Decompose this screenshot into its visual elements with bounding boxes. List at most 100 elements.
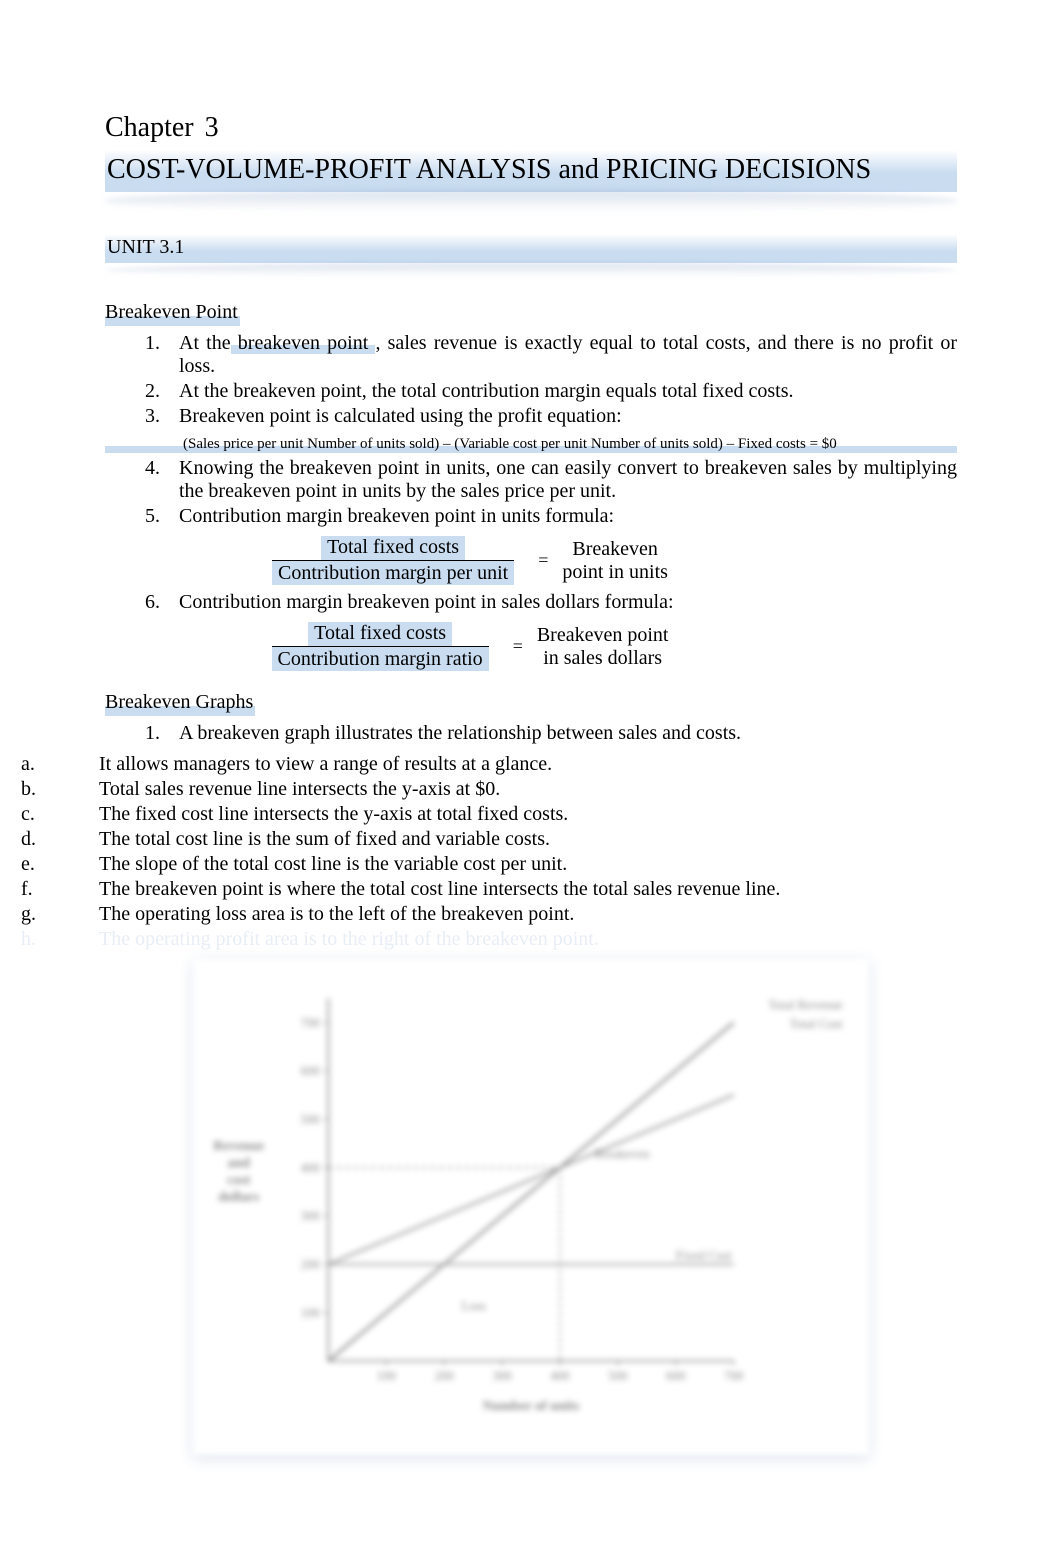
chart-svg: 1002003004005006007001002003004005006007… <box>211 977 851 1425</box>
list-item: 1. At the breakeven point , sales revenu… <box>105 332 957 378</box>
item-text: A breakeven graph illustrates the relati… <box>179 722 957 745</box>
chapter-line: Chapter 3 <box>105 112 957 144</box>
svg-text:and: and <box>228 1155 251 1170</box>
list-item-faded: h.The operating profit area is to the ri… <box>21 928 957 951</box>
svg-text:Number of units: Number of units <box>483 1398 580 1413</box>
graphs-list: 1. A breakeven graph illustrates the rel… <box>105 722 957 745</box>
section-title-graphs: Breakeven Graphs <box>105 691 255 716</box>
svg-text:Loss: Loss <box>462 1299 486 1313</box>
item-text: The fixed cost line intersects the y-axi… <box>99 803 957 826</box>
svg-text:200: 200 <box>301 1258 320 1272</box>
list-item: 6. Contribution margin breakeven point i… <box>105 591 957 614</box>
fraction-top: Total fixed costs <box>321 536 465 560</box>
list-item: 2. At the breakeven point, the total con… <box>105 380 957 403</box>
item-text: It allows managers to view a range of re… <box>99 753 957 776</box>
unit-heading: UNIT 3.1 <box>105 234 957 263</box>
fraction-bottom: Contribution margin per unit <box>272 560 514 585</box>
item-text: The slope of the total cost line is the … <box>99 853 957 876</box>
list-item: 5. Contribution margin breakeven point i… <box>105 505 957 528</box>
svg-text:Total Cost: Total Cost <box>790 1017 843 1031</box>
profit-equation: (Sales price per unit Number of units so… <box>105 436 957 453</box>
equals-sign: = <box>538 550 548 571</box>
item-letter: c. <box>21 803 99 826</box>
svg-text:400: 400 <box>301 1161 320 1175</box>
bep-list: 1. At the breakeven point , sales revenu… <box>105 332 957 428</box>
svg-text:300: 300 <box>301 1209 320 1223</box>
list-item: 1. A breakeven graph illustrates the rel… <box>105 722 957 745</box>
item-text: Total sales revenue line intersects the … <box>99 778 957 801</box>
item-text: The total cost line is the sum of fixed … <box>99 828 957 851</box>
item-text: The breakeven point is where the total c… <box>99 878 957 901</box>
result-line1: Breakeven <box>572 538 658 561</box>
list-item: 4. Knowing the breakeven point in units,… <box>105 457 957 503</box>
eqn-p1: (Sales price per unit <box>183 436 303 452</box>
item-number: 3. <box>105 405 179 428</box>
item-letter: g. <box>21 903 99 926</box>
term-breakeven: breakeven point <box>231 332 376 354</box>
eqn-p2: Number of units sold) – (Variable cost p… <box>307 436 587 452</box>
svg-text:dollars: dollars <box>218 1189 259 1204</box>
item-letter: f. <box>21 878 99 901</box>
bep-list-cont: 4. Knowing the breakeven point in units,… <box>105 457 957 528</box>
svg-text:500: 500 <box>301 1112 320 1126</box>
item-text: The operating loss area is to the left o… <box>99 903 957 926</box>
breakeven-graph: 1002003004005006007001002003004005006007… <box>193 959 869 1455</box>
item-text: At the breakeven point , sales revenue i… <box>179 332 957 378</box>
unit-shadow <box>105 263 957 277</box>
svg-text:300: 300 <box>492 1369 511 1383</box>
chapter-label: Chapter <box>105 112 194 143</box>
item-text: Breakeven point is calculated using the … <box>179 405 957 428</box>
item-text: Contribution margin breakeven point in u… <box>179 505 957 528</box>
svg-text:400: 400 <box>550 1369 569 1383</box>
item-text: Knowing the breakeven point in units, on… <box>179 457 957 503</box>
svg-text:100: 100 <box>377 1369 396 1383</box>
result: Breakeven point in sales dollars <box>537 624 669 670</box>
svg-text:600: 600 <box>666 1369 685 1383</box>
list-item: g.The operating loss area is to the left… <box>21 903 957 926</box>
section-title-bep: Breakeven Point <box>105 301 240 326</box>
fraction-bottom: Contribution margin ratio <box>272 646 489 671</box>
item-number: 1. <box>105 722 179 745</box>
bep-list-cont2: 6. Contribution margin breakeven point i… <box>105 591 957 614</box>
equals-sign: = <box>513 636 523 657</box>
item-text: Contribution margin breakeven point in s… <box>179 591 957 614</box>
list-item: f.The breakeven point is where the total… <box>21 878 957 901</box>
item-number: 5. <box>105 505 179 528</box>
item-number: 1. <box>105 332 179 378</box>
svg-text:Revenue: Revenue <box>213 1138 264 1153</box>
list-item: d.The total cost line is the sum of fixe… <box>21 828 957 851</box>
list-item: 3. Breakeven point is calculated using t… <box>105 405 957 428</box>
item-letter: h. <box>21 928 99 951</box>
formula-dollars: Total fixed costs Contribution margin ra… <box>145 622 785 671</box>
item-number: 2. <box>105 380 179 403</box>
item-letter: e. <box>21 853 99 876</box>
chapter-title: COST-VOLUME-PROFIT ANALYSIS and PRICING … <box>105 150 957 192</box>
svg-text:Total Revenue: Total Revenue <box>768 998 842 1012</box>
svg-text:Fixed Cost: Fixed Cost <box>676 1248 732 1262</box>
result-line2: point in units <box>562 561 668 584</box>
list-item: b.Total sales revenue line intersects th… <box>21 778 957 801</box>
list-item: c.The fixed cost line intersects the y-a… <box>21 803 957 826</box>
fraction-top: Total fixed costs <box>308 622 452 646</box>
fraction: Total fixed costs Contribution margin ra… <box>272 622 489 671</box>
text-a: At the <box>179 332 231 354</box>
item-text: The operating profit area is to the righ… <box>99 928 957 951</box>
svg-text:500: 500 <box>608 1369 627 1383</box>
graphs-letter-list: a.It allows managers to view a range of … <box>21 753 957 951</box>
item-number: 6. <box>105 591 179 614</box>
formula-units: Total fixed costs Contribution margin pe… <box>145 536 785 585</box>
svg-text:700: 700 <box>724 1369 743 1383</box>
svg-text:600: 600 <box>301 1064 320 1078</box>
result-line2: in sales dollars <box>543 647 662 670</box>
list-item: e.The slope of the total cost line is th… <box>21 853 957 876</box>
svg-text:700: 700 <box>301 1016 320 1030</box>
item-letter: d. <box>21 828 99 851</box>
item-letter: a. <box>21 753 99 776</box>
eqn-p3: Number of units sold) – Fixed costs = $0 <box>591 436 837 452</box>
svg-text:200: 200 <box>435 1369 454 1383</box>
list-item: a.It allows managers to view a range of … <box>21 753 957 776</box>
document-page: Chapter 3 COST-VOLUME-PROFIT ANALYSIS an… <box>0 0 1062 1495</box>
result-line1: Breakeven point <box>537 624 669 647</box>
item-letter: b. <box>21 778 99 801</box>
fraction: Total fixed costs Contribution margin pe… <box>272 536 514 585</box>
